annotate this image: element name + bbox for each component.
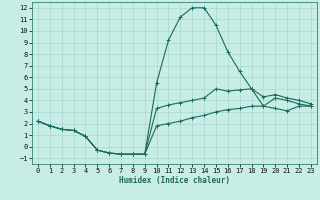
X-axis label: Humidex (Indice chaleur): Humidex (Indice chaleur) (119, 176, 230, 185)
